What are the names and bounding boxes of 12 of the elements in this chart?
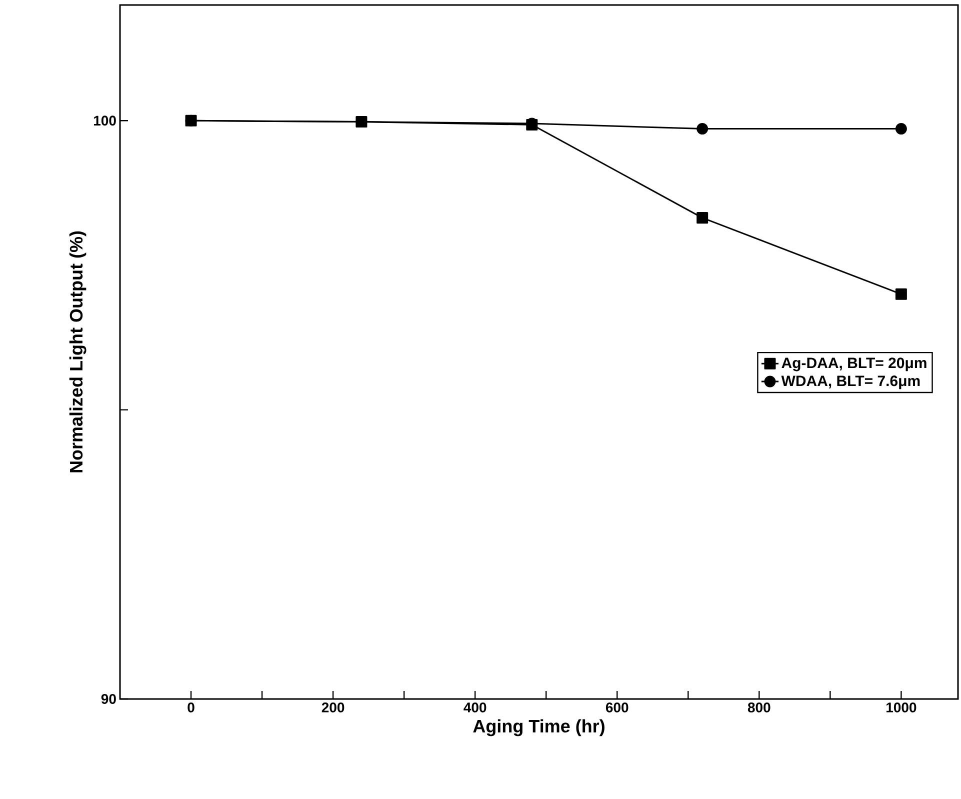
y-tick-label: 100 — [94, 116, 116, 126]
x-tick-label: 1000 — [886, 702, 916, 712]
y-axis-title: Normalized Light Output (%) — [69, 231, 86, 472]
x-tick-label: 400 — [464, 702, 486, 712]
x-tick-label: 0 — [188, 702, 194, 712]
x-tick-label: 800 — [748, 702, 770, 712]
legend-label: WDAA, BLT= 7.6μm — [781, 376, 920, 390]
x-axis-title: Aging Time (hr) — [473, 719, 604, 736]
x-tick-label: 200 — [322, 702, 344, 712]
legend-label: Ag-DAA, BLT= 20μm — [782, 358, 926, 372]
x-tick-label: 600 — [606, 702, 628, 712]
y-tick-label: 90 — [101, 694, 116, 704]
